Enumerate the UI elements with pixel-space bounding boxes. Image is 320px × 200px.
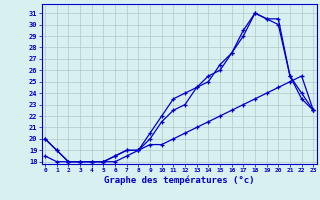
X-axis label: Graphe des températures (°c): Graphe des températures (°c) [104,176,254,185]
